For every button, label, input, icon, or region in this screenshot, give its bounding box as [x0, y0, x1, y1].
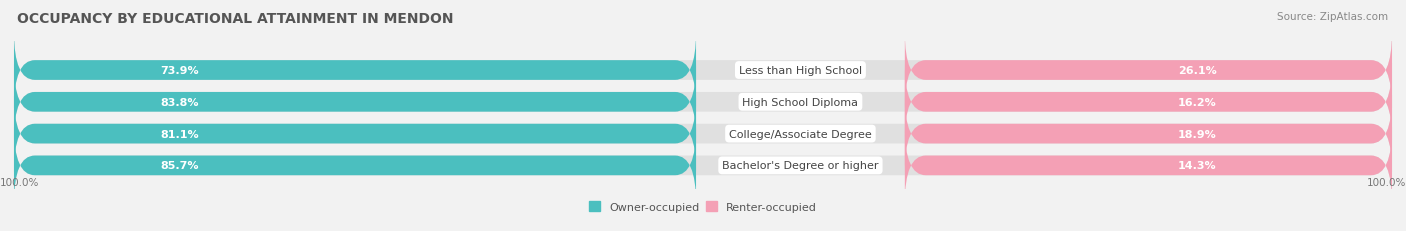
FancyBboxPatch shape	[14, 33, 696, 108]
FancyBboxPatch shape	[905, 96, 1392, 172]
Text: OCCUPANCY BY EDUCATIONAL ATTAINMENT IN MENDON: OCCUPANCY BY EDUCATIONAL ATTAINMENT IN M…	[17, 12, 453, 25]
Text: High School Diploma: High School Diploma	[742, 97, 859, 107]
FancyBboxPatch shape	[14, 33, 1392, 108]
Text: 73.9%: 73.9%	[160, 66, 198, 76]
FancyBboxPatch shape	[905, 128, 1392, 203]
FancyBboxPatch shape	[14, 65, 1392, 140]
FancyBboxPatch shape	[14, 96, 696, 172]
Text: 18.9%: 18.9%	[1178, 129, 1216, 139]
Text: Bachelor's Degree or higher: Bachelor's Degree or higher	[723, 161, 879, 171]
Text: 16.2%: 16.2%	[1178, 97, 1216, 107]
FancyBboxPatch shape	[14, 65, 696, 140]
FancyBboxPatch shape	[905, 33, 1392, 108]
Text: 26.1%: 26.1%	[1178, 66, 1216, 76]
FancyBboxPatch shape	[14, 128, 1392, 203]
Text: College/Associate Degree: College/Associate Degree	[730, 129, 872, 139]
Text: 100.0%: 100.0%	[0, 177, 39, 187]
Text: 100.0%: 100.0%	[1367, 177, 1406, 187]
FancyBboxPatch shape	[14, 96, 1392, 172]
Text: 83.8%: 83.8%	[160, 97, 198, 107]
FancyBboxPatch shape	[905, 65, 1392, 140]
Text: 85.7%: 85.7%	[160, 161, 198, 171]
Text: 81.1%: 81.1%	[160, 129, 198, 139]
Legend: Owner-occupied, Renter-occupied: Owner-occupied, Renter-occupied	[585, 197, 821, 216]
Text: 14.3%: 14.3%	[1178, 161, 1216, 171]
Text: Source: ZipAtlas.com: Source: ZipAtlas.com	[1277, 12, 1388, 21]
Text: Less than High School: Less than High School	[740, 66, 862, 76]
FancyBboxPatch shape	[14, 128, 696, 203]
